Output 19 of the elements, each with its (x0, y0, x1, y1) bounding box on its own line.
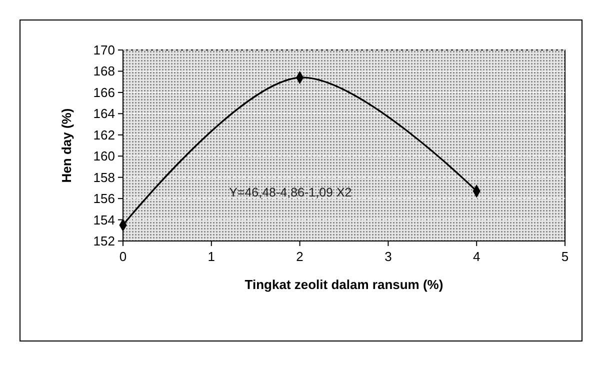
x-tick-label: 2 (296, 249, 304, 264)
y-tick-label: 162 (93, 127, 115, 142)
y-tick-label: 160 (93, 148, 115, 164)
x-axis-title: Tingkat zeolit dalam ransum (%) (244, 277, 444, 292)
y-tick-label: 164 (93, 106, 115, 122)
x-tick-label: 4 (472, 249, 480, 264)
y-tick-label: 156 (93, 191, 115, 206)
y-axis-title: Hen day (%) (59, 108, 74, 183)
x-tick-label: 0 (119, 249, 127, 264)
y-tick-label: 152 (93, 234, 115, 248)
x-tick-label: 3 (384, 249, 392, 264)
y-tick-label: 166 (93, 84, 115, 100)
x-tick-label: 1 (208, 249, 216, 264)
y-tick-label: 168 (93, 64, 115, 79)
y-tick-label: 170 (93, 42, 115, 58)
y-tick-label: 158 (93, 170, 115, 185)
annotation: Y=46,48-4,86-1,09 X2 (229, 185, 352, 200)
y-tick-label: 154 (93, 212, 115, 228)
x-tick-label: 5 (561, 249, 569, 264)
